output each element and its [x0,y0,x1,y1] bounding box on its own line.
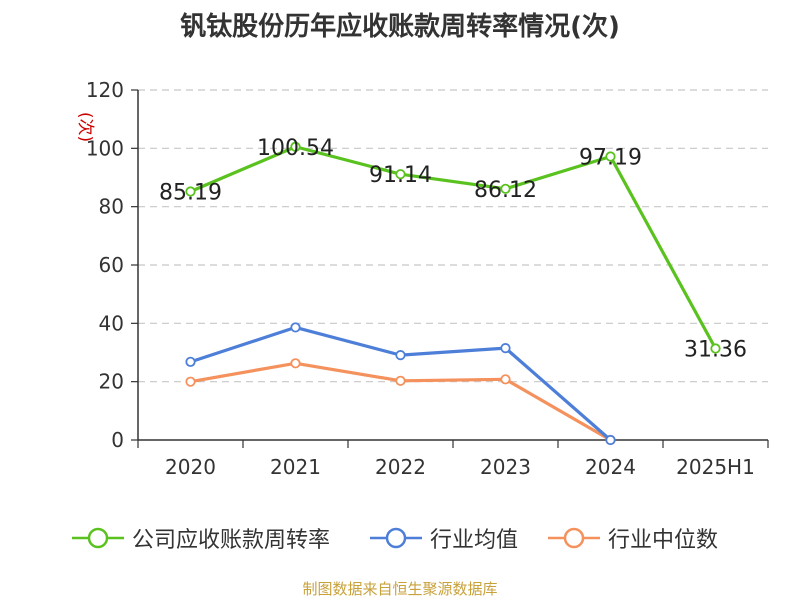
y-tick-label: 40 [99,311,124,335]
x-tick-label: 2025H1 [676,455,755,479]
legend-marker-icon [72,526,124,550]
data-label: 86.12 [474,178,537,203]
legend-label: 行业中位数 [608,522,718,554]
series-line [191,147,716,349]
data-point [396,351,404,359]
data-label: 85.19 [159,181,222,206]
legend-item-industry-mean[interactable]: 行业均值 [370,518,518,558]
data-point [291,359,299,367]
y-tick-label: 120 [86,78,124,102]
x-tick-label: 2024 [585,455,636,479]
data-point [396,377,404,385]
legend-item-industry-median[interactable]: 行业中位数 [548,518,718,558]
data-point [501,375,509,383]
x-tick-label: 2021 [270,455,321,479]
data-point [186,358,194,366]
legend-label: 行业均值 [430,522,518,554]
line-chart: 020406080100120(次)2020 2021 2022 2023 2024 20… [0,0,800,600]
data-point [606,436,614,444]
legend: 公司应收账款周转率 行业均值 行业中位数 [0,518,800,558]
data-label: 91.14 [369,163,432,188]
legend-marker-icon [548,526,600,550]
legend-item-company-turnover[interactable]: 公司应收账款周转率 [72,518,330,558]
data-point [501,344,509,352]
data-label: 100.54 [257,136,334,161]
data-point [186,377,194,385]
y-tick-label: 80 [99,195,124,219]
series-line [191,363,611,440]
legend-marker-icon [370,526,422,550]
data-point [291,323,299,331]
x-tick-label: 2022 [375,455,426,479]
y-tick-label: 0 [111,428,124,452]
data-label: 31.36 [684,338,747,363]
data-label: 97.19 [579,146,642,171]
y-tick-label: 60 [99,253,124,277]
y-axis-label: (次) [75,112,95,142]
x-tick-label: 2020 [165,455,216,479]
x-tick-label: 2023 [480,455,531,479]
source-note: 制图数据来自恒生聚源数据库 [0,578,800,599]
y-tick-label: 20 [99,370,124,394]
legend-label: 公司应收账款周转率 [132,522,330,554]
